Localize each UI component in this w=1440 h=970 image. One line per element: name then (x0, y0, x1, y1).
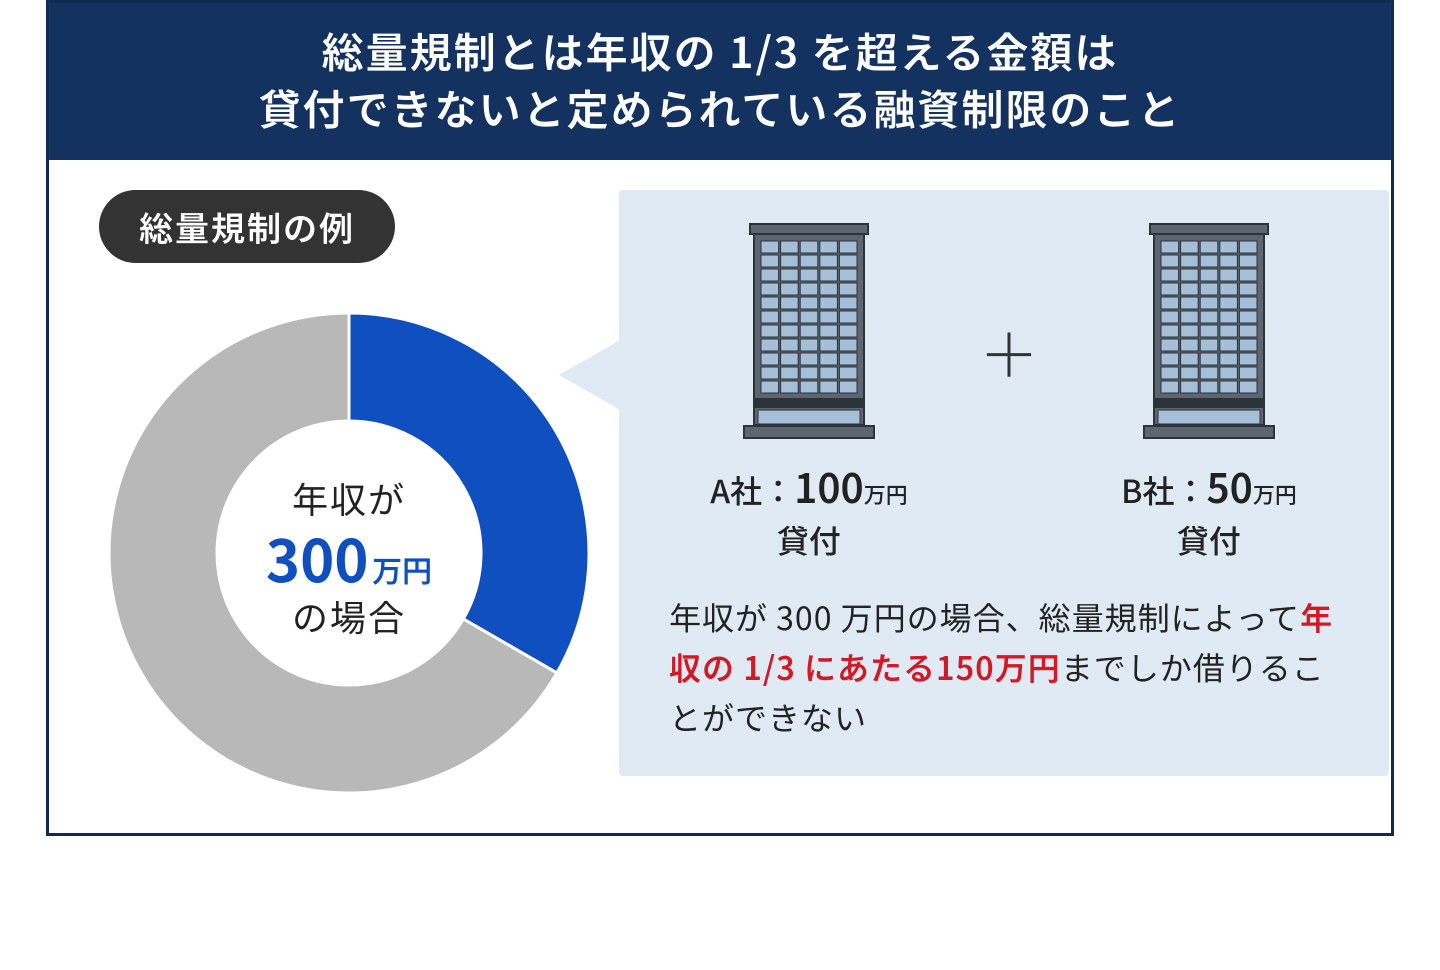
example-badge: 総量規制の例 (99, 190, 395, 263)
company-b-prefix: B社： (1121, 467, 1206, 513)
header-line2: 貸付できないと定められている融資制限のこと (49, 80, 1391, 137)
donut-amount-unit: 万円 (372, 548, 432, 592)
building-icon (734, 220, 884, 440)
company-a-amount: 100 (794, 457, 864, 515)
companies-row: A社：100万円 貸付 ＋ B社：50万円 貸付 (669, 220, 1349, 563)
content-body: 総量規制の例 年収が 300 万円 の場合 (49, 160, 1391, 833)
company-b-line2: 貸付 (1069, 517, 1349, 563)
company-b-unit: 万円 (1253, 478, 1297, 510)
company-b: B社：50万円 貸付 (1069, 220, 1349, 563)
company-b-amount: 50 (1206, 457, 1252, 515)
company-a-line1: A社：100万円 (669, 457, 949, 515)
left-panel: 総量規制の例 年収が 300 万円 の場合 (99, 190, 599, 793)
donut-center-label: 年収が 300 万円 の場合 (266, 477, 432, 640)
company-a: A社：100万円 貸付 (669, 220, 949, 563)
header-line1: 総量規制とは年収の 1/3 を超える金額は (49, 23, 1391, 80)
company-a-unit: 万円 (864, 478, 908, 510)
donut-chart-wrap: 年収が 300 万円 の場合 (99, 273, 599, 793)
right-panel: A社：100万円 貸付 ＋ B社：50万円 貸付 年収が 300 万円の (619, 190, 1389, 793)
plus-icon: ＋ (979, 308, 1039, 395)
company-a-prefix: A社： (710, 467, 794, 513)
company-a-line2: 貸付 (669, 517, 949, 563)
company-b-line1: B社：50万円 (1069, 457, 1349, 515)
callout-box: A社：100万円 貸付 ＋ B社：50万円 貸付 年収が 300 万円の (619, 190, 1389, 776)
description-text: 年収が 300 万円の場合、総量規制によって年収の 1/3 にあたる150万円ま… (669, 593, 1349, 742)
building-icon (1134, 220, 1284, 440)
infographic-frame: 総量規制とは年収の 1/3 を超える金額は 貸付できないと定められている融資制限… (46, 0, 1394, 836)
donut-amount: 300 (266, 516, 369, 600)
desc-part1: 年収が 300 万円の場合、総量規制によって (669, 594, 1300, 640)
header-banner: 総量規制とは年収の 1/3 を超える金額は 貸付できないと定められている融資制限… (49, 3, 1391, 160)
donut-line3: の場合 (266, 594, 432, 639)
